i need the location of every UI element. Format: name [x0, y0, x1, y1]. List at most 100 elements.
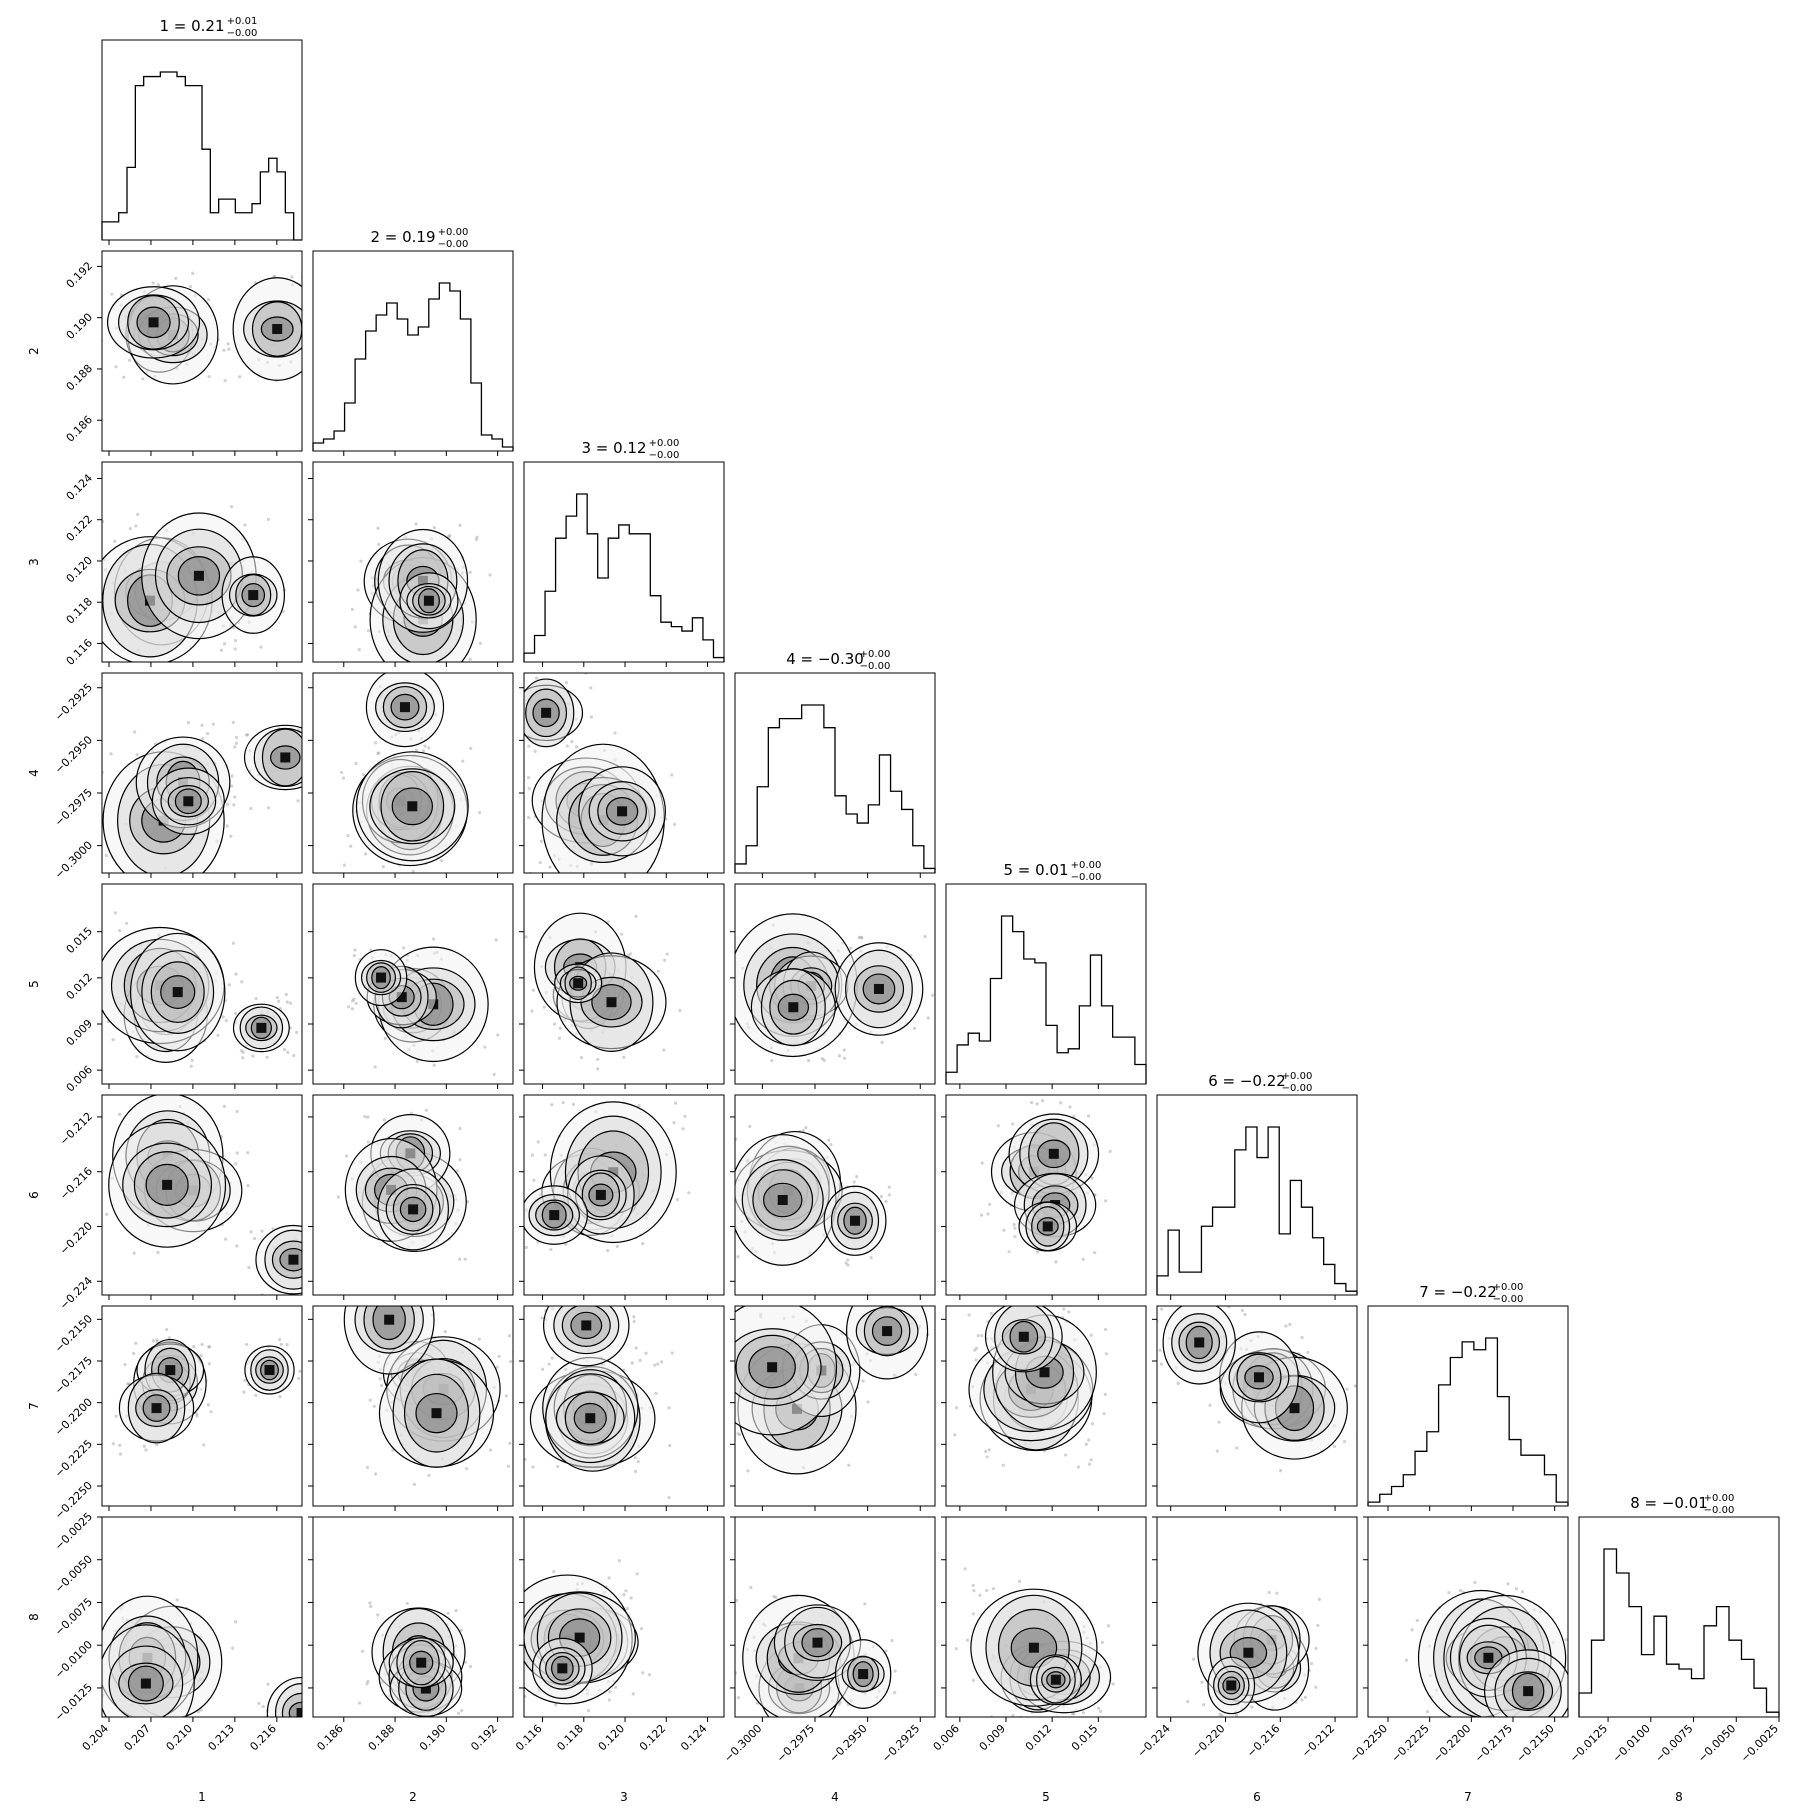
- scatter-point: [735, 1671, 738, 1675]
- scatter-point: [1090, 1176, 1094, 1180]
- panel-frame: [101, 883, 303, 1085]
- scatter-point: [310, 1750, 313, 1753]
- scatter-point: [217, 1722, 220, 1725]
- scatter-point: [1017, 1579, 1022, 1583]
- scatter-point: [667, 1406, 671, 1410]
- scatter-point: [1103, 1392, 1107, 1396]
- scatter-point: [989, 1311, 993, 1316]
- scatter-point: [770, 1058, 774, 1063]
- scatter-point: [1353, 1384, 1357, 1388]
- scatter-point: [738, 1433, 742, 1437]
- scatter-point: [844, 1261, 848, 1265]
- panel-6-4: [730, 1094, 936, 1300]
- scatter-point: [208, 1345, 212, 1349]
- panel-frame: [945, 1516, 1147, 1718]
- scatter-point: [670, 773, 674, 777]
- panel-6-2: [308, 1094, 514, 1300]
- scatter-point: [1191, 1657, 1196, 1661]
- scatter-point: [1314, 1685, 1318, 1689]
- panel-frame: [945, 883, 1147, 1085]
- panel-2-1: 0.186 0.188 0.190 0.192: [64, 250, 303, 456]
- x-tick-label: 0.006: [931, 1722, 962, 1753]
- scatter-point: [232, 803, 236, 807]
- scatter-point: [366, 1140, 371, 1144]
- scatter-point: [365, 1682, 369, 1686]
- scatter-point: [1316, 1623, 1320, 1628]
- scatter-point: [630, 1361, 634, 1365]
- scatter-point: [1220, 1713, 1224, 1717]
- scatter-point: [625, 1606, 629, 1611]
- panel-frame: [312, 1094, 514, 1296]
- scatter-point: [524, 1694, 527, 1698]
- panel-frame: [1156, 1305, 1358, 1507]
- scatter-point: [587, 1709, 591, 1713]
- panel-frame: [312, 250, 514, 452]
- scatter-point: [571, 1102, 576, 1106]
- scatter-point: [736, 1432, 740, 1436]
- scatter-point: [633, 1456, 637, 1460]
- x-tick-label: −0.0125: [1567, 1722, 1610, 1765]
- panel-5-3: [519, 883, 725, 1089]
- scatter-point: [504, 1394, 508, 1398]
- scatter-point: [247, 1265, 251, 1270]
- scatter-point: [249, 1230, 253, 1234]
- scatter-point: [641, 1671, 645, 1675]
- density-peak: [767, 1362, 778, 1373]
- scatter-point: [985, 1455, 989, 1459]
- scatter-point: [937, 1286, 940, 1289]
- scatter-point: [1081, 1711, 1085, 1715]
- scatter-point: [606, 1248, 610, 1253]
- scatter-point: [907, 1301, 910, 1304]
- scatter-point: [206, 663, 209, 666]
- scatter-point: [353, 625, 357, 629]
- scatter-point: [638, 1358, 642, 1362]
- density-4-2: [339, 673, 482, 873]
- scatter-point: [132, 730, 137, 734]
- scatter-point: [227, 983, 231, 987]
- density-peak: [408, 1204, 419, 1215]
- scatter-point: [82, 1676, 85, 1679]
- x-tick-label: −0.2200: [1431, 1722, 1474, 1765]
- scatter-point: [365, 1465, 370, 1470]
- scatter-point: [1013, 1234, 1017, 1239]
- density-peak: [193, 570, 204, 581]
- scatter-point: [667, 1496, 671, 1500]
- scatter-point: [670, 1351, 674, 1355]
- scatter-point: [222, 348, 226, 352]
- scatter-point: [135, 1055, 139, 1059]
- scatter-point: [678, 1009, 682, 1013]
- scatter-point: [708, 1288, 711, 1291]
- scatter-point: [1275, 1591, 1279, 1595]
- scatter-point: [307, 1683, 310, 1686]
- y-tick-label: −0.2225: [52, 1437, 95, 1480]
- panel-5-5: 5 = 0.01 +0.00−0.00: [945, 860, 1147, 1089]
- scatter-point: [222, 1104, 226, 1108]
- y-tick-label: 0.015: [64, 925, 95, 956]
- scatter-point: [461, 759, 465, 763]
- scatter-point: [207, 1362, 211, 1366]
- x-tick-label: −0.0075: [1653, 1722, 1696, 1765]
- scatter-point: [549, 1247, 553, 1252]
- scatter-point: [150, 676, 153, 679]
- scatter-point: [226, 342, 230, 346]
- scatter-point: [639, 1626, 644, 1631]
- scatter-point: [857, 1297, 860, 1300]
- y-tick-label: 0.012: [64, 971, 95, 1002]
- x-tick-label: −0.2250: [1347, 1722, 1390, 1765]
- panel-5-2: [308, 883, 514, 1089]
- scatter-point: [629, 1596, 633, 1600]
- scatter-point: [235, 735, 239, 739]
- scatter-point: [260, 1229, 264, 1233]
- scatter-point: [579, 1056, 584, 1060]
- density-peak: [256, 1022, 267, 1033]
- scatter-point: [551, 896, 554, 899]
- density-peak: [384, 1314, 395, 1325]
- scatter-point: [329, 1683, 332, 1686]
- panel-7-2: [308, 1305, 514, 1511]
- x-axis-label-8: 8: [1675, 1790, 1683, 1804]
- title-6: 6 = −0.22: [1208, 1072, 1286, 1090]
- scatter-point: [201, 737, 205, 741]
- scatter-point: [884, 1649, 888, 1653]
- scatter-point: [279, 1295, 282, 1298]
- panel-frame: [312, 883, 514, 1085]
